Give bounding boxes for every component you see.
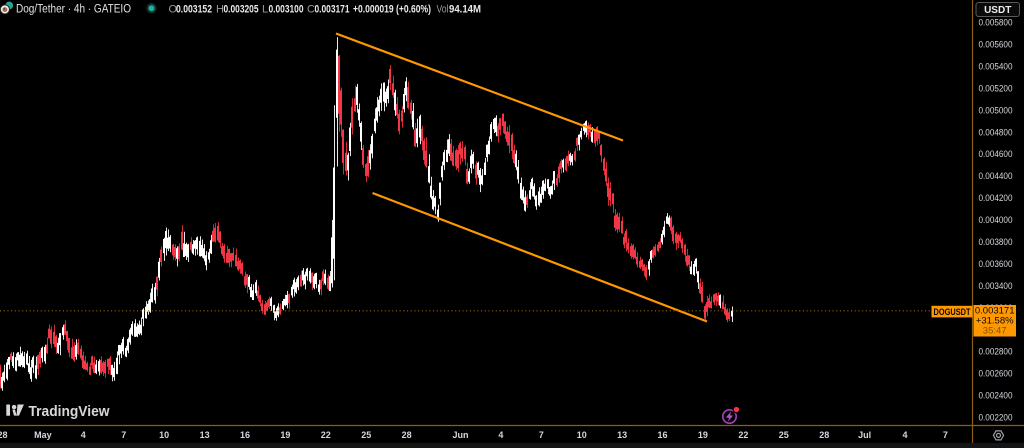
svg-text:Vol: Vol	[437, 4, 449, 16]
svg-text:4: 4	[902, 430, 907, 440]
svg-text:0.003400: 0.003400	[979, 281, 1013, 292]
svg-text:0.004000: 0.004000	[979, 215, 1013, 226]
svg-text:0.004200: 0.004200	[979, 193, 1013, 204]
svg-text:L: L	[262, 4, 268, 16]
svg-text:0.002600: 0.002600	[979, 369, 1013, 380]
svg-text:0.005000: 0.005000	[979, 105, 1013, 116]
svg-text:0.005400: 0.005400	[979, 61, 1013, 72]
svg-text:0.004800: 0.004800	[979, 127, 1013, 138]
svg-text:35:47: 35:47	[983, 326, 1007, 337]
svg-text:22: 22	[321, 430, 331, 440]
svg-text:10: 10	[159, 430, 169, 440]
svg-text:0.004600: 0.004600	[979, 149, 1013, 160]
svg-text:0.002800: 0.002800	[979, 347, 1013, 358]
svg-text:94.14M: 94.14M	[449, 4, 481, 16]
svg-text:10: 10	[577, 430, 587, 440]
svg-text:7: 7	[539, 430, 544, 440]
svg-text:0.003100: 0.003100	[269, 4, 304, 16]
svg-text:0.004400: 0.004400	[979, 171, 1013, 182]
svg-text:USDT: USDT	[984, 5, 1011, 16]
svg-text:16: 16	[657, 430, 667, 440]
svg-text:0.002200: 0.002200	[979, 413, 1013, 424]
svg-text:H: H	[216, 4, 224, 16]
svg-text:TradingView: TradingView	[29, 404, 111, 420]
svg-text:0.005600: 0.005600	[979, 40, 1013, 51]
svg-text:0.003600: 0.003600	[979, 259, 1013, 270]
svg-text:Jul: Jul	[858, 430, 871, 440]
svg-text:Dog/Tether · 4h · GATEIO: Dog/Tether · 4h · GATEIO	[16, 4, 131, 16]
svg-text:28: 28	[402, 430, 412, 440]
svg-text:0.002400: 0.002400	[979, 391, 1013, 402]
svg-text:4: 4	[81, 430, 86, 440]
svg-text:May: May	[34, 430, 52, 440]
svg-text:19: 19	[698, 430, 708, 440]
svg-text:0.005800: 0.005800	[979, 18, 1013, 29]
svg-text:0.003205: 0.003205	[224, 4, 259, 16]
svg-text:28: 28	[819, 430, 829, 440]
svg-text:Jun: Jun	[452, 430, 468, 440]
svg-text:+0.000019 (+0.60%): +0.000019 (+0.60%)	[353, 4, 431, 16]
svg-text:4: 4	[498, 430, 503, 440]
svg-text:O: O	[169, 4, 178, 16]
svg-text:C: C	[307, 4, 315, 16]
svg-text:0.003171: 0.003171	[975, 306, 1015, 317]
svg-text:DOGUSDT: DOGUSDT	[934, 307, 971, 317]
svg-text:13: 13	[200, 430, 210, 440]
svg-text:25: 25	[361, 430, 371, 440]
svg-text:0.003171: 0.003171	[315, 4, 350, 16]
svg-text:22: 22	[738, 430, 748, 440]
svg-text:28: 28	[0, 430, 8, 440]
svg-text:0.005200: 0.005200	[979, 83, 1013, 94]
svg-text:19: 19	[280, 430, 290, 440]
svg-text:0.003152: 0.003152	[176, 4, 212, 16]
svg-text:13: 13	[617, 430, 627, 440]
svg-text:25: 25	[779, 430, 789, 440]
svg-text:7: 7	[121, 430, 126, 440]
svg-text:7: 7	[943, 430, 948, 440]
svg-text:0.003800: 0.003800	[979, 237, 1013, 248]
svg-text:+31.58%: +31.58%	[976, 316, 1014, 327]
svg-text:16: 16	[240, 430, 250, 440]
